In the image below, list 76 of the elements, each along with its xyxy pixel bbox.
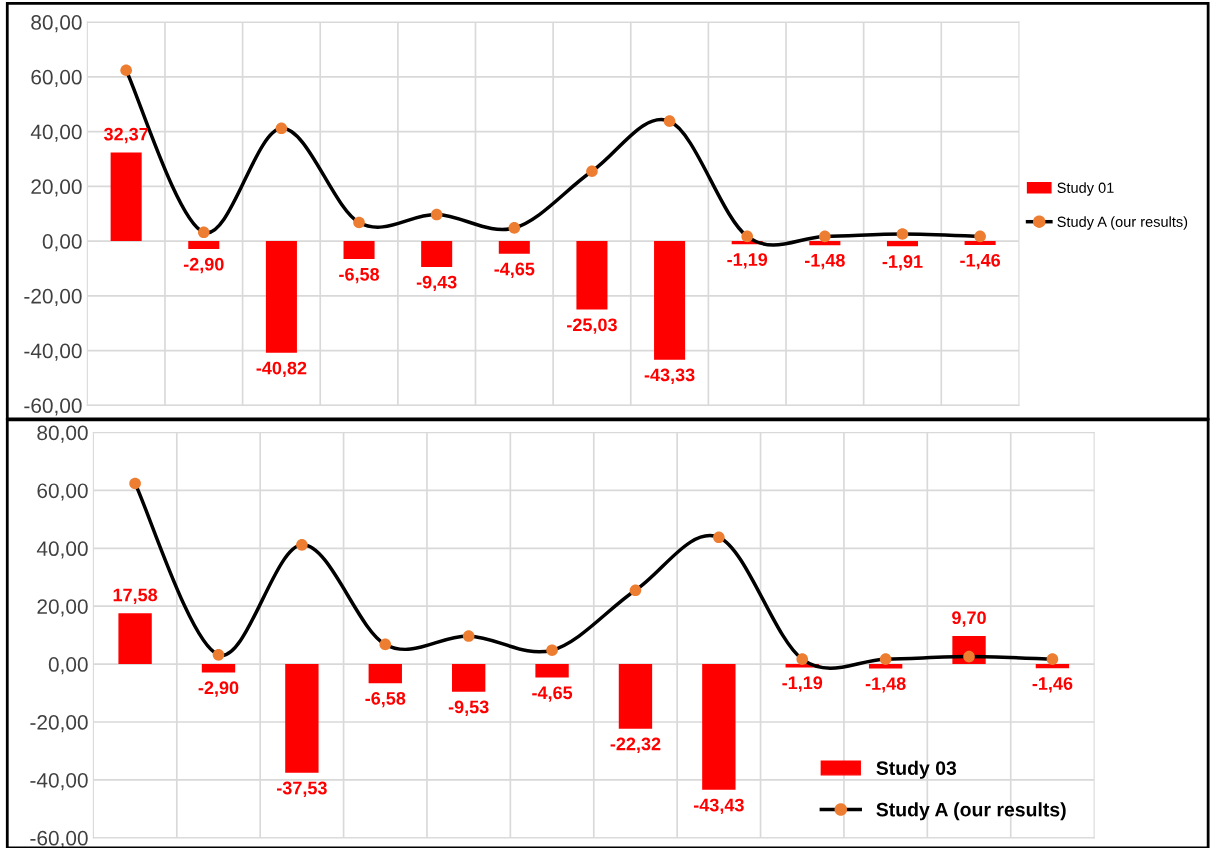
data-label: -25,03 <box>567 318 617 334</box>
point <box>430 208 443 221</box>
y-tick-label: -60,00 <box>24 398 82 416</box>
y-tick-label: -60,00 <box>30 830 88 848</box>
bar <box>368 664 402 684</box>
data-label: -2,90 <box>198 681 239 697</box>
bar <box>1035 664 1070 669</box>
bar <box>285 664 319 773</box>
legend-label: Study A (our results) <box>876 802 1066 821</box>
data-label: -4,65 <box>532 686 573 702</box>
point <box>275 122 288 135</box>
point <box>212 649 225 661</box>
point <box>974 230 986 243</box>
point <box>819 230 831 243</box>
point <box>197 226 210 239</box>
data-label: -1,46 <box>960 253 1001 270</box>
data-label: 17,58 <box>113 588 158 604</box>
data-label: -22,32 <box>610 737 661 753</box>
data-label: -1,46 <box>1032 677 1073 693</box>
data-label: -1,48 <box>804 253 845 270</box>
point <box>879 653 892 665</box>
data-label: -1,19 <box>727 253 768 269</box>
data-label: -9,53 <box>448 700 489 716</box>
point <box>296 539 308 551</box>
point <box>586 165 598 178</box>
data-label: -1,48 <box>865 677 906 693</box>
bar <box>618 664 653 729</box>
point <box>741 230 754 243</box>
data-label: -1,91 <box>882 255 923 271</box>
legend-label: Study 03 <box>876 760 957 779</box>
bar <box>451 664 486 692</box>
data-label: -37,53 <box>277 781 327 797</box>
point <box>120 64 132 77</box>
y-tick-label: 60,00 <box>37 483 88 501</box>
point <box>546 644 558 657</box>
legend-label: Study 01 <box>1057 182 1114 196</box>
bar <box>201 664 236 673</box>
y-tick-label: -20,00 <box>24 288 82 307</box>
point <box>663 115 676 127</box>
data-label: -6,58 <box>339 267 380 284</box>
data-label: -40,82 <box>256 361 307 378</box>
data-label: -9,43 <box>416 275 457 292</box>
y-tick-label: -40,00 <box>30 772 88 791</box>
data-label: 9,70 <box>952 611 986 627</box>
point <box>508 222 521 234</box>
point <box>1046 653 1059 665</box>
point <box>462 630 475 642</box>
y-tick-label: -20,00 <box>30 715 88 733</box>
y-tick-label: 40,00 <box>36 541 88 559</box>
bar <box>535 664 569 678</box>
bar <box>702 664 736 790</box>
point <box>713 531 725 544</box>
y-tick-label: 20,00 <box>31 179 82 197</box>
y-tick-label: 0,00 <box>48 657 88 675</box>
point <box>129 477 141 490</box>
point <box>629 584 642 597</box>
y-tick-label: 40,00 <box>30 124 82 142</box>
y-tick-label: 0,00 <box>42 234 82 252</box>
data-label: -1,19 <box>782 676 823 692</box>
y-tick-label: 80,00 <box>37 425 88 443</box>
y-tick-label: 20,00 <box>37 599 88 617</box>
data-label: -43,33 <box>644 368 695 384</box>
data-label: -43,43 <box>693 798 744 815</box>
point <box>379 638 392 651</box>
point <box>353 216 365 229</box>
data-label: -6,58 <box>365 691 406 708</box>
y-tick-label: 80,00 <box>31 15 82 33</box>
legend-label: Study A (our results) <box>1057 216 1188 230</box>
data-label: 32,37 <box>103 127 148 144</box>
y-tick-label: -40,00 <box>24 343 82 361</box>
bar <box>118 613 152 665</box>
point <box>896 228 909 240</box>
y-tick-label: 60,00 <box>31 69 82 88</box>
data-label: -4,65 <box>494 262 535 279</box>
data-label: -2,90 <box>183 257 224 274</box>
point <box>796 653 809 665</box>
